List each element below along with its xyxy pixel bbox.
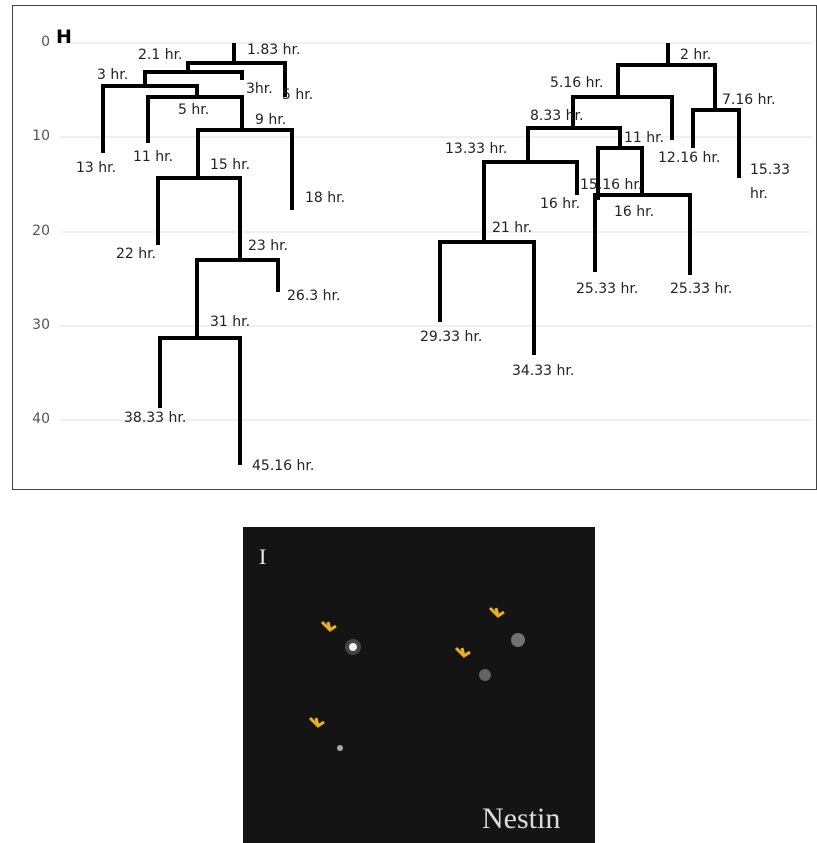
node-label: 5 hr. (282, 86, 313, 104)
node-label: 23 hr. (248, 237, 288, 255)
y-tick-label: 0 (20, 34, 50, 50)
node-label: 15.16 hr. (580, 176, 642, 194)
node-label: 29.33 hr. (420, 328, 482, 346)
node-label: 12.16 hr. (658, 149, 720, 167)
node-label: 26.3 hr. (287, 287, 340, 305)
node-label: 16 hr. (614, 203, 654, 221)
y-tick-label: 10 (20, 128, 50, 144)
node-label: 8.33 hr. (530, 107, 583, 125)
node-label: 11 hr. (624, 129, 664, 147)
node-label: 18 hr. (305, 189, 345, 207)
node-label: 13.33 hr. (445, 140, 507, 158)
node-label: 1.83 hr. (247, 41, 300, 59)
node-label: 16 hr. (540, 195, 580, 213)
node-label: 31 hr. (210, 313, 250, 331)
node-label: 25.33 hr. (670, 280, 732, 298)
node-label: 3 hr. (97, 66, 128, 84)
node-label: 15.33 hr. (750, 158, 800, 206)
y-tick-label: 20 (20, 223, 50, 239)
node-label: 45.16 hr. (252, 457, 314, 475)
node-label: 38.33 hr. (124, 409, 186, 427)
node-label: 2 hr. (680, 46, 711, 64)
stain-label: Nestin (482, 802, 560, 836)
node-label: 22 hr. (116, 245, 156, 263)
node-label: 7.16 hr. (722, 91, 775, 109)
page: H 0 10 20 30 40 2.1 hr. 1.83 hr. 3 hr. 3hr. 5 hr… (0, 0, 817, 843)
node-label: 5.16 hr. (550, 74, 603, 92)
micrograph (243, 527, 595, 843)
y-tick-label: 30 (20, 317, 50, 333)
node-label: 9 hr. (255, 111, 286, 129)
grid (60, 43, 812, 420)
node-label: 21 hr. (492, 219, 532, 237)
node-label: 34.33 hr. (512, 362, 574, 380)
node-label: 5 hr. (178, 101, 209, 119)
node-label: 2.1 hr. (138, 46, 183, 64)
node-label: 15 hr. (210, 156, 250, 174)
panel-label: I (259, 548, 266, 566)
node-label: 25.33 hr. (576, 280, 638, 298)
node-label: 3hr. (246, 80, 273, 98)
panel-label: H (56, 28, 72, 46)
diagram (0, 0, 817, 843)
y-tick-label: 40 (20, 411, 50, 427)
node-label: 11 hr. (133, 148, 173, 166)
node-label: 13 hr. (76, 159, 116, 177)
